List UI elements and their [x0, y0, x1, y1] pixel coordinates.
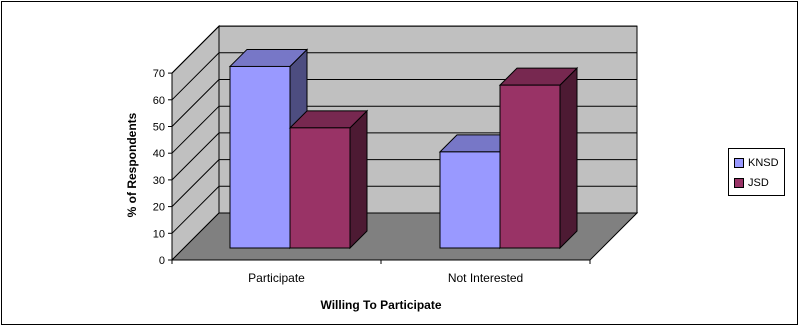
x-category-label: Participate [248, 271, 305, 285]
legend-item-knsd: KNSD [734, 155, 779, 171]
y-axis-title: % of Respondents [125, 112, 139, 217]
y-tick-label: 20 [153, 202, 165, 214]
y-tick-label: 0 [159, 255, 165, 267]
x-category-label: Not Interested [448, 271, 523, 285]
gridline [171, 105, 637, 154]
bar-front-jsd-1 [499, 84, 561, 249]
y-tick-label: 60 [153, 95, 165, 107]
gridline [171, 25, 637, 74]
bar-side-jsd-1 [559, 66, 578, 250]
gridline [171, 132, 637, 181]
gridline [171, 52, 637, 101]
legend-swatch-knsd [734, 158, 744, 168]
bar-front-knsd-0 [229, 65, 291, 249]
bar-front-jsd-0 [289, 127, 351, 249]
legend-label-knsd: KNSD [748, 157, 779, 169]
y-tick-label: 30 [153, 175, 165, 187]
legend: KNSD JSD [728, 148, 785, 196]
gridline [171, 79, 637, 127]
x-axis-title: Willing To Participate [320, 298, 441, 312]
y-tick-label: 70 [153, 68, 165, 80]
y-tick-label: 10 [153, 228, 165, 240]
legend-swatch-jsd [734, 178, 744, 188]
legend-label-jsd: JSD [748, 177, 769, 189]
legend-item-jsd: JSD [734, 175, 769, 191]
bar-front-knsd-1 [439, 151, 501, 249]
bar-side-jsd-0 [349, 109, 368, 250]
y-tick-label: 40 [153, 148, 165, 160]
y-tick-label: 50 [153, 122, 165, 134]
